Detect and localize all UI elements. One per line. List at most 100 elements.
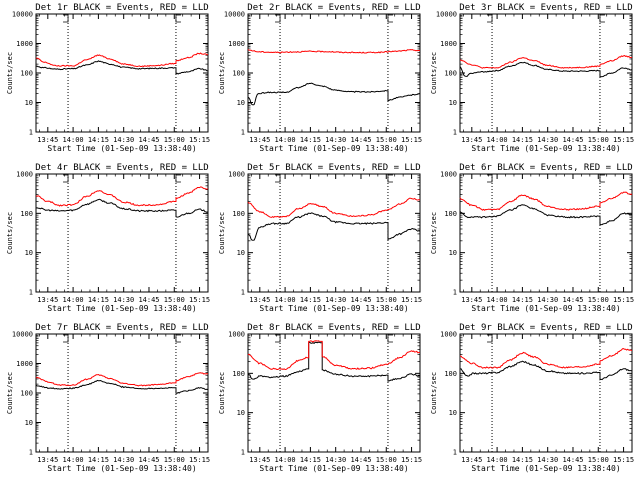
y-tick-label: 10: [25, 99, 33, 107]
y-axis-label: Counts/sec: [218, 372, 226, 414]
y-tick-label: 10: [25, 249, 33, 257]
x-tick-label: 14:00: [63, 296, 84, 304]
series-lld-line: [247, 340, 420, 371]
panel-title: Det 9r BLACK = Events, RED = LLD: [459, 323, 632, 333]
panel-title: Det 8r BLACK = Events, RED = LLD: [247, 323, 420, 333]
plot-frame: [247, 333, 421, 453]
x-tick-label: 14:45: [562, 296, 583, 304]
series-lld-line: [35, 52, 208, 68]
x-tick-label: 14:15: [512, 296, 533, 304]
y-tick-label: 1: [453, 449, 457, 457]
plot-frame: [459, 13, 633, 133]
x-tick-label: 14:30: [113, 296, 134, 304]
series-events-line: [35, 379, 209, 394]
x-tick-label: 13:45: [461, 136, 482, 144]
x-axis-label: Start Time (01-Sep-09 13:38:40): [471, 144, 620, 153]
x-tick-label: 15:15: [613, 136, 634, 144]
plot-frame: [35, 13, 209, 133]
marker-bracket: [599, 14, 605, 23]
marker-bracket: [275, 334, 281, 343]
y-axis-label: Counts/sec: [430, 372, 438, 414]
series-events-line: [459, 360, 633, 381]
series-events-line: [459, 204, 633, 226]
marker-bracket: [387, 174, 393, 183]
marker-bracket: [63, 14, 69, 23]
x-tick-label: 13:45: [461, 296, 482, 304]
x-tick-label: 15:15: [189, 296, 210, 304]
series-lld-line: [459, 348, 633, 369]
marker-bracket: [599, 174, 605, 183]
marker-bracket: [175, 174, 181, 183]
x-tick-label: 14:15: [512, 456, 533, 464]
x-tick-label: 14:30: [113, 136, 134, 144]
marker-bracket: [599, 334, 605, 343]
x-tick-label: 15:15: [401, 136, 422, 144]
marker-bracket: [175, 14, 181, 23]
marker-bracket: [63, 174, 69, 183]
x-tick-label: 15:00: [164, 136, 185, 144]
y-tick-label: 100: [20, 70, 33, 78]
panel-det-3r: Det 3r BLACK = Events, RED = LLD 1 10 100 10…: [430, 3, 634, 153]
x-tick-label: 14:00: [275, 456, 296, 464]
marker-bracket: [487, 14, 493, 23]
y-tick-label: 1000: [228, 40, 245, 48]
y-tick-label: 1000: [228, 331, 245, 339]
y-tick-label: 100: [232, 210, 245, 218]
marker-bracket: [275, 174, 281, 183]
x-tick-label: 13:45: [37, 136, 58, 144]
plot-frame: [247, 173, 421, 293]
x-tick-label: 14:30: [537, 456, 558, 464]
y-tick-label: 100: [20, 210, 33, 218]
x-tick-label: 14:45: [138, 296, 159, 304]
series-lld-line: [35, 372, 209, 387]
x-tick-label: 14:00: [275, 136, 296, 144]
series-lld-line: [460, 55, 633, 69]
x-tick-label: 14:15: [300, 296, 321, 304]
series-lld-line: [459, 191, 633, 211]
y-tick-label: 1000: [16, 171, 33, 179]
x-tick-label: 14:00: [487, 136, 508, 144]
y-axis-label: Counts/sec: [430, 212, 438, 254]
x-tick-label: 14:00: [487, 296, 508, 304]
x-tick-label: 13:45: [249, 136, 270, 144]
y-tick-label: 1: [29, 129, 33, 137]
y-tick-label: 1000: [440, 40, 457, 48]
marker-bracket: [387, 14, 393, 23]
series-events-line: [247, 341, 421, 382]
x-tick-label: 13:45: [37, 456, 58, 464]
x-tick-label: 15:00: [376, 296, 397, 304]
x-tick-label: 15:15: [401, 456, 422, 464]
x-tick-label: 14:45: [350, 136, 371, 144]
x-axis-label: Start Time (01-Sep-09 13:38:40): [259, 144, 408, 153]
x-tick-label: 14:15: [88, 456, 109, 464]
panel-title: Det 1r BLACK = Events, RED = LLD: [35, 3, 208, 13]
y-axis-label: Counts/sec: [6, 52, 14, 94]
y-tick-label: 100: [444, 210, 457, 218]
y-tick-label: 1: [453, 129, 457, 137]
y-tick-label: 10: [237, 409, 245, 417]
y-tick-label: 100: [444, 370, 457, 378]
y-tick-label: 1: [241, 289, 245, 297]
y-axis-label: Counts/sec: [218, 212, 226, 254]
x-tick-label: 14:15: [88, 296, 109, 304]
y-tick-label: 10000: [224, 11, 245, 19]
y-tick-label: 1: [241, 129, 245, 137]
x-tick-label: 14:00: [487, 456, 508, 464]
series-events-line: [459, 61, 633, 78]
y-tick-label: 1: [241, 449, 245, 457]
x-tick-label: 14:15: [300, 456, 321, 464]
x-tick-label: 14:45: [138, 456, 159, 464]
y-tick-label: 10: [25, 419, 33, 427]
y-tick-label: 1000: [440, 171, 457, 179]
x-axis-label: Start Time (01-Sep-09 13:38:40): [47, 304, 196, 313]
y-tick-label: 1000: [440, 331, 457, 339]
panel-det-5r: Det 5r BLACK = Events, RED = LLD 1 10 100 10…: [218, 163, 422, 313]
y-tick-label: 10: [237, 249, 245, 257]
x-tick-label: 15:00: [164, 456, 185, 464]
panel-det-9r: Det 9r BLACK = Events, RED = LLD 1 10 100 10…: [430, 323, 634, 473]
panel-title: Det 4r BLACK = Events, RED = LLD: [35, 163, 208, 173]
panel-det-2r: Det 2r BLACK = Events, RED = LLD 1 10 100 10…: [218, 3, 422, 153]
panel-det-8r: Det 8r BLACK = Events, RED = LLD 1 10 100 10…: [218, 323, 422, 473]
x-axis-label: Start Time (01-Sep-09 13:38:40): [259, 304, 408, 313]
x-tick-label: 14:30: [325, 296, 346, 304]
